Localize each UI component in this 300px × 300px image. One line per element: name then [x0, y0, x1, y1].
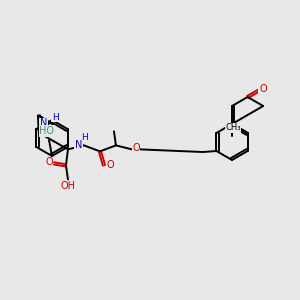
Text: O: O	[45, 158, 53, 167]
Text: O: O	[259, 83, 267, 94]
Text: O: O	[132, 143, 140, 153]
Text: H: H	[52, 113, 58, 122]
Text: O: O	[106, 160, 114, 170]
Text: N: N	[75, 140, 82, 150]
Text: H: H	[82, 133, 88, 142]
Text: OH: OH	[61, 182, 76, 191]
Text: N: N	[40, 118, 47, 128]
Text: CH₃: CH₃	[225, 124, 241, 133]
Text: HO: HO	[40, 126, 55, 136]
